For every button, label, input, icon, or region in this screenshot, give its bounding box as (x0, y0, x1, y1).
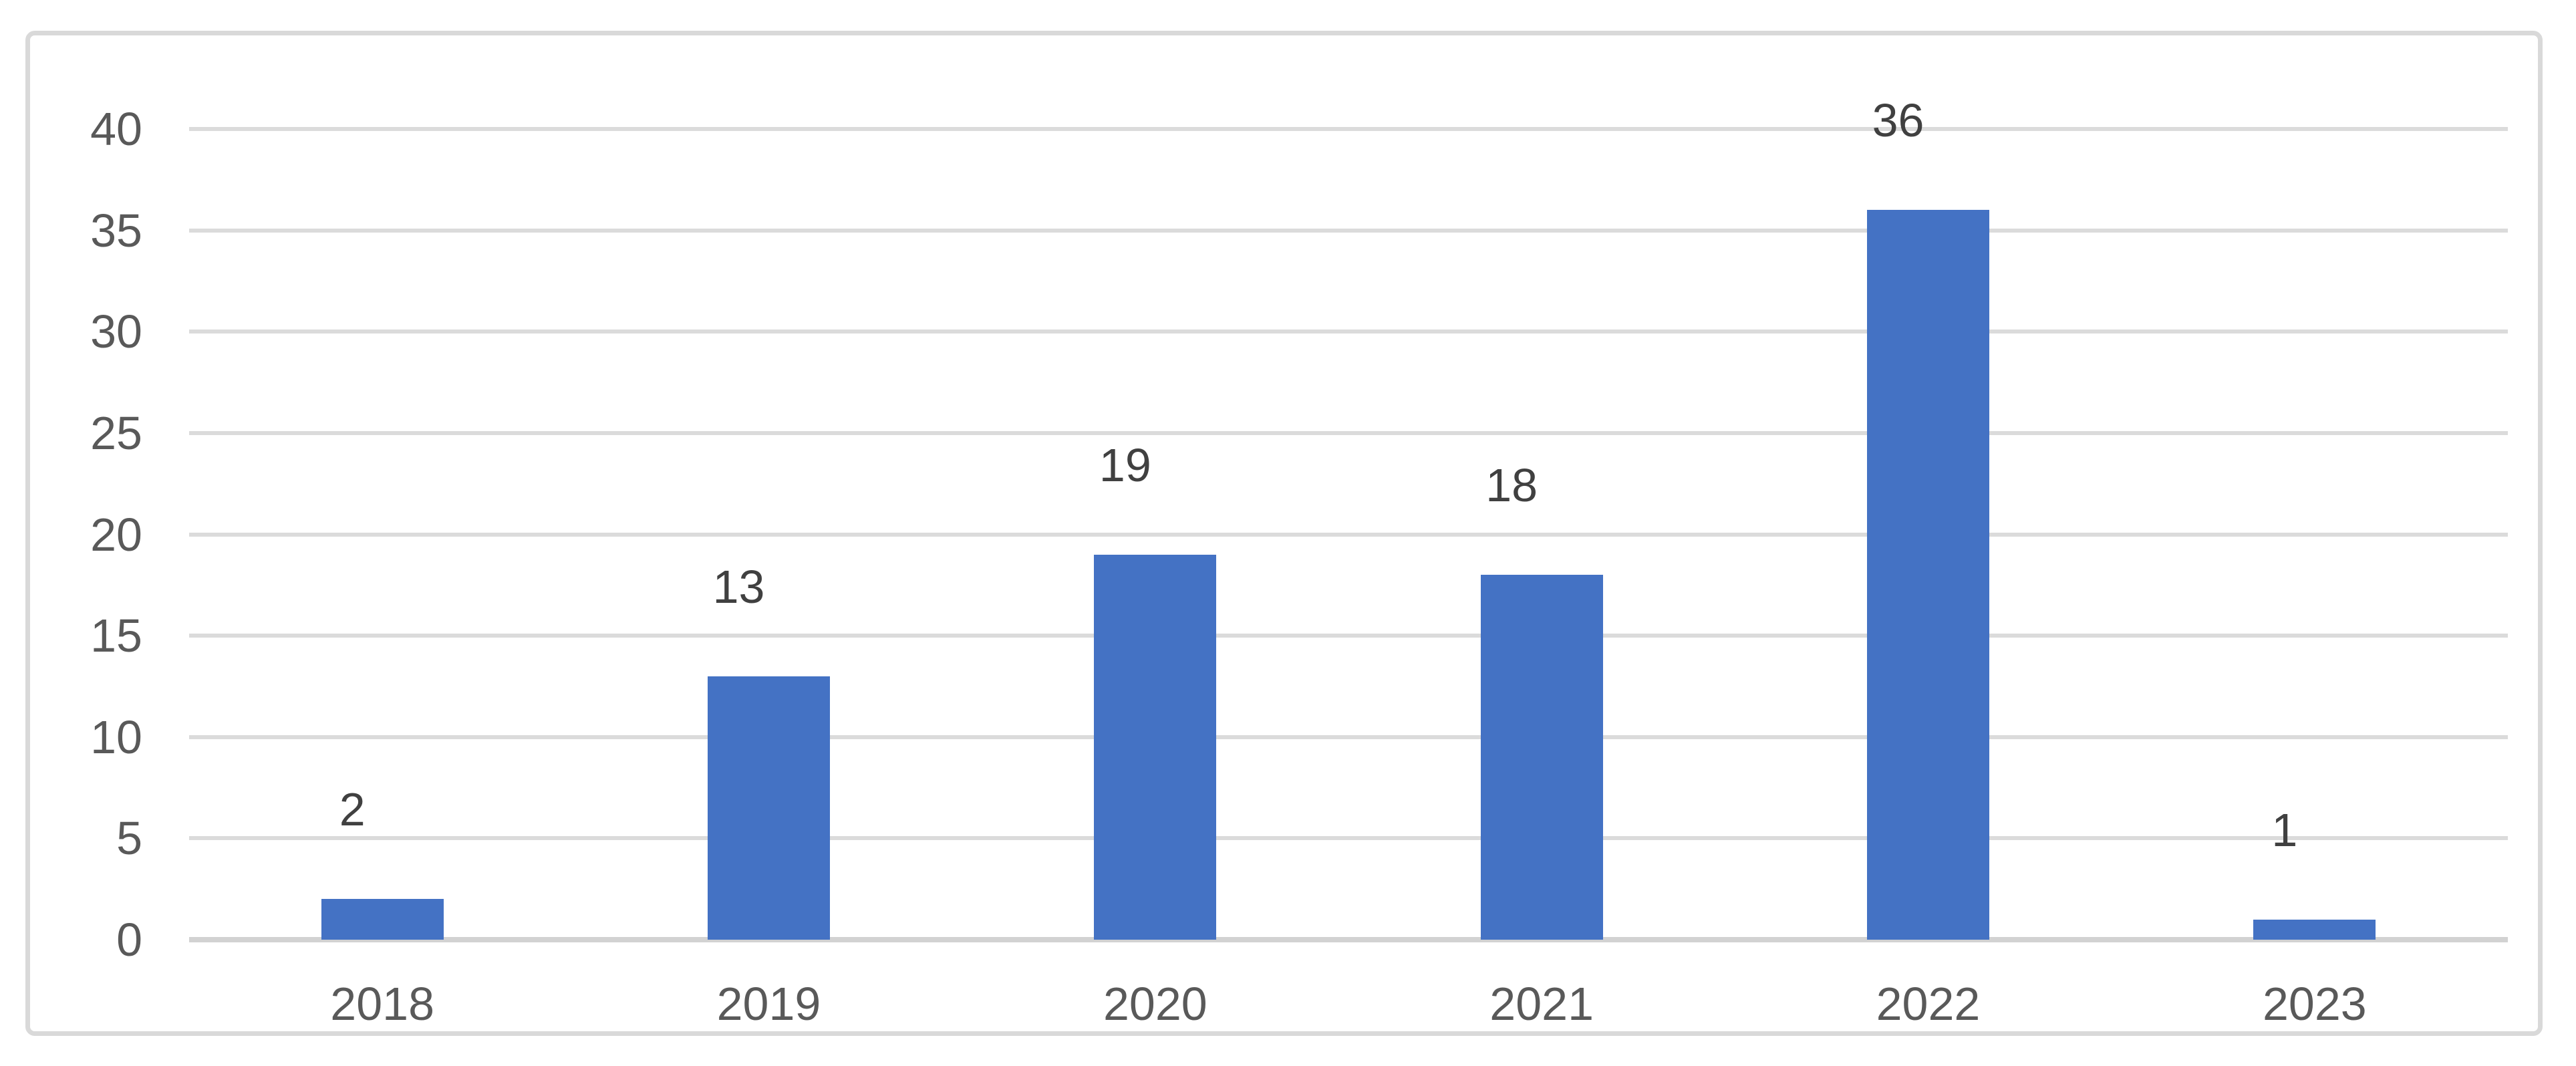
y-tick-label-0: 0 (116, 914, 142, 966)
data-label-2022: 36 (1872, 94, 1924, 147)
gridline-y-40 (189, 127, 2508, 131)
gridline-y-10 (189, 735, 2508, 739)
bar-2023[interactable] (2253, 919, 2376, 940)
y-tick-label-20: 20 (90, 508, 142, 561)
bar-2021[interactable] (1480, 575, 1603, 940)
y-tick-label-35: 35 (90, 204, 142, 257)
y-tick-label-5: 5 (116, 812, 142, 865)
y-tick-label-40: 40 (90, 103, 142, 155)
gridline-y-25 (189, 430, 2508, 435)
bar-2022[interactable] (1867, 210, 1989, 940)
data-label-2019: 13 (712, 560, 765, 613)
data-label-2023: 1 (2271, 803, 2298, 856)
y-tick-label-10: 10 (90, 710, 142, 763)
x-tick-label-2022: 2022 (1876, 978, 1981, 1030)
x-tick-label-2020: 2020 (1103, 978, 1207, 1030)
data-label-2021: 18 (1485, 459, 1538, 512)
gridline-y-35 (189, 228, 2508, 233)
y-tick-label-15: 15 (90, 610, 142, 662)
gridline-y-20 (189, 532, 2508, 537)
y-tick-label-25: 25 (90, 406, 142, 459)
bar-2018[interactable] (321, 899, 444, 940)
bar-2019[interactable] (708, 676, 830, 940)
bar-2020[interactable] (1094, 554, 1217, 940)
data-label-2018: 2 (339, 783, 366, 836)
x-axis-line (189, 937, 2508, 942)
gridline-y-15 (189, 634, 2508, 638)
x-tick-label-2019: 2019 (716, 978, 821, 1030)
gridline-y-5 (189, 836, 2508, 841)
plot-area (189, 127, 2508, 942)
data-label-2020: 19 (1099, 438, 1151, 491)
x-tick-label-2018: 2018 (330, 978, 435, 1030)
x-tick-label-2021: 2021 (1489, 978, 1594, 1030)
x-tick-label-2023: 2023 (2262, 978, 2367, 1030)
chart-area-border: 0 5 10 15 20 25 30 35 40 2018 2019 2020 2021 2022 202… (25, 31, 2543, 1036)
gridline-y-30 (189, 329, 2508, 334)
y-tick-label-30: 30 (90, 305, 142, 358)
